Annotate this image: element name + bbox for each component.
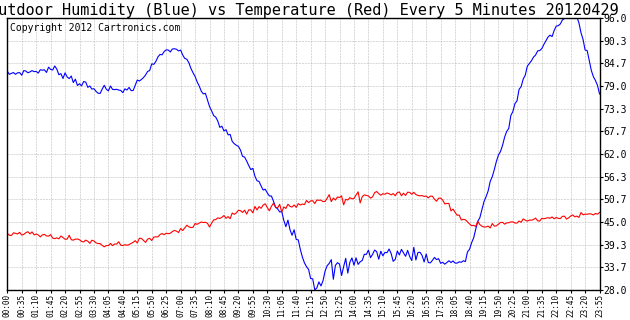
Title: Outdoor Humidity (Blue) vs Temperature (Red) Every 5 Minutes 20120429: Outdoor Humidity (Blue) vs Temperature (… [0,3,618,18]
Text: Copyright 2012 Cartronics.com: Copyright 2012 Cartronics.com [10,23,181,33]
